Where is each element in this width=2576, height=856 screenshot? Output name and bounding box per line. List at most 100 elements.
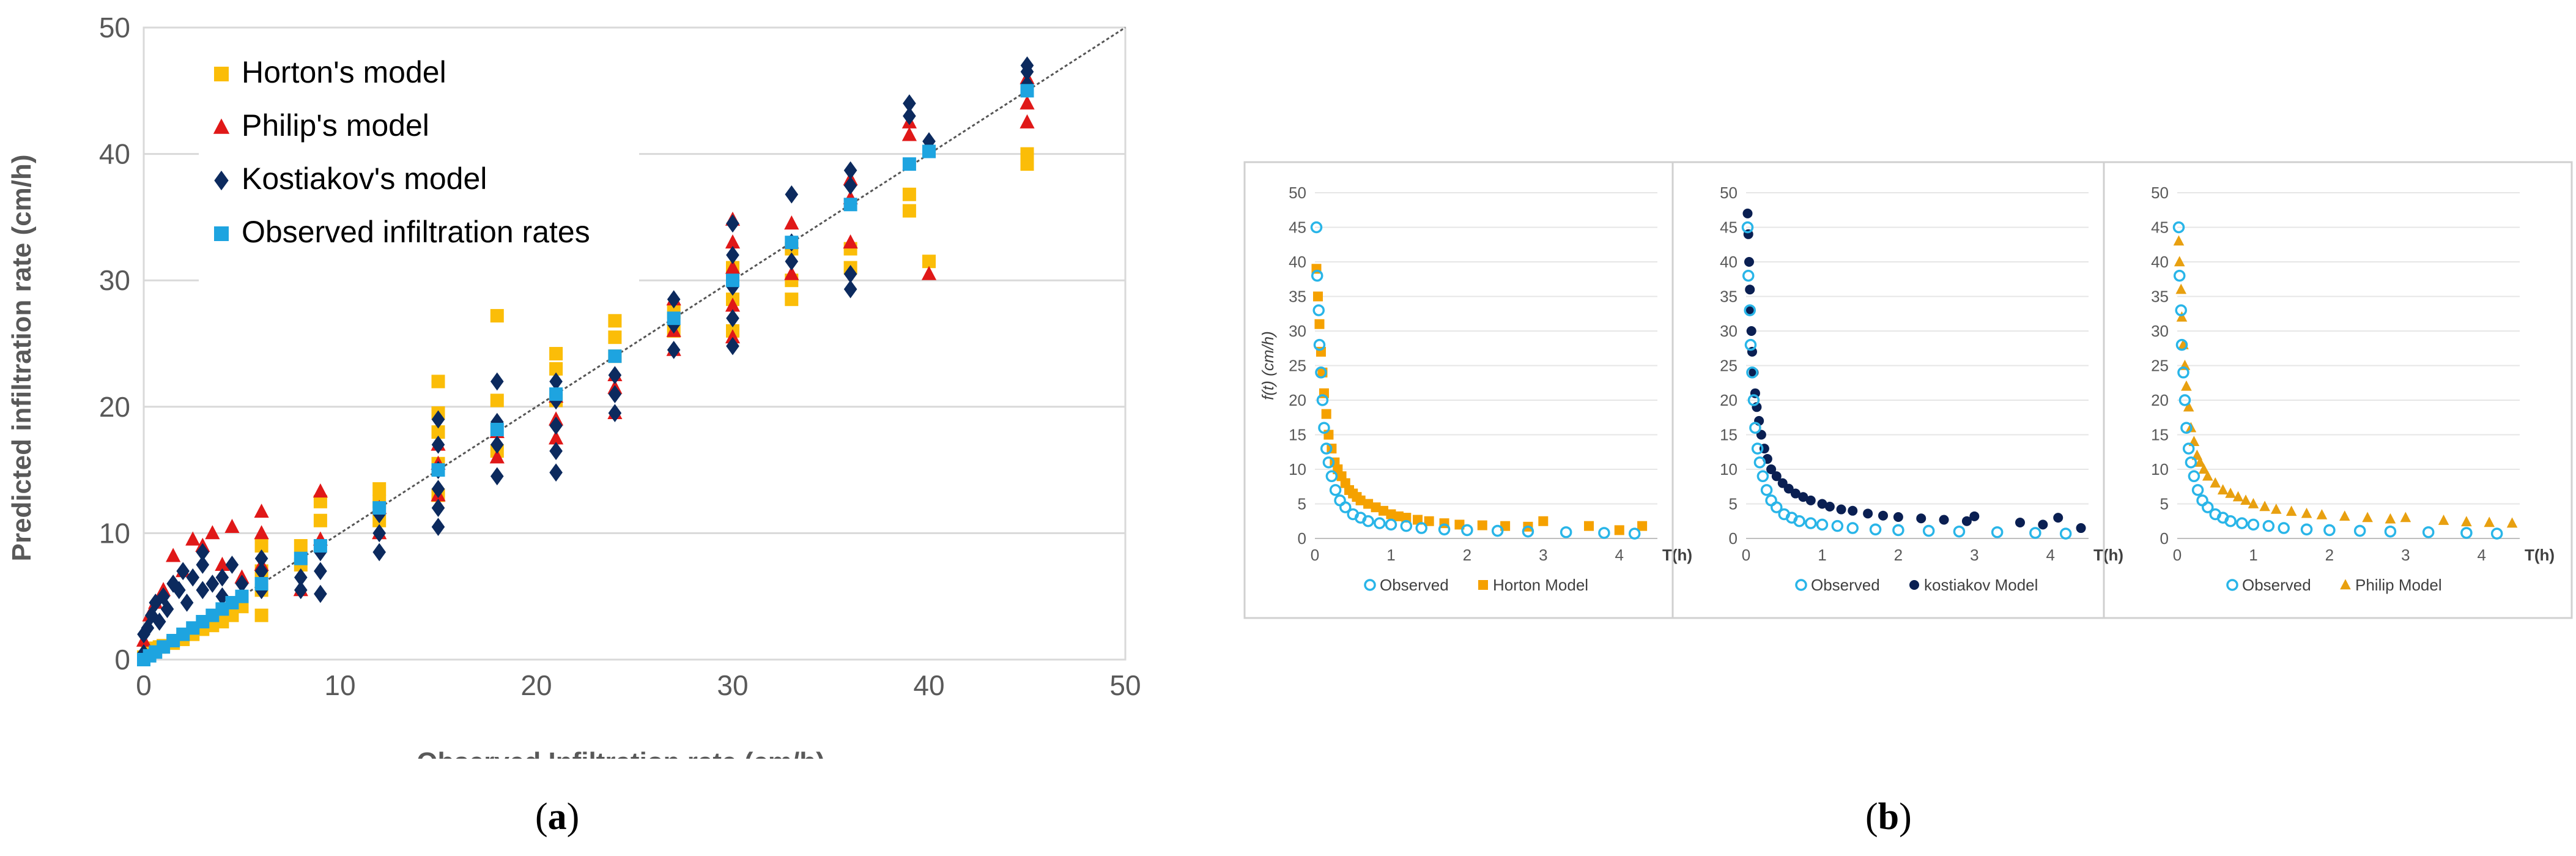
observed_small-point (2224, 515, 2237, 527)
series-observed (137, 84, 1034, 666)
kostiakov_small-point (2015, 518, 2025, 528)
x-tick-label: 2 (1463, 546, 1471, 564)
horton-point (608, 330, 622, 344)
philip-point (549, 430, 564, 445)
y-tick-label: 35 (1289, 288, 1306, 306)
philip_small-point (2217, 484, 2229, 495)
kostiakov_small-point (2076, 523, 2086, 534)
kostiakov-point (549, 463, 563, 482)
series-observed_small (1741, 221, 2072, 540)
horton-point (372, 482, 387, 496)
observed-point (372, 501, 387, 515)
y-tick-label: 15 (1720, 426, 1738, 444)
observed_small-point (1311, 269, 1323, 282)
kostiakov_small-point (1805, 495, 1816, 505)
philip-point (1020, 95, 1035, 110)
horton_small-point (1379, 505, 1388, 516)
kostiakov_small-point (1836, 504, 1846, 515)
y-tick-label: 35 (1720, 288, 1738, 306)
legend-label-kostiakov_small: kostiakov Model (1924, 576, 2038, 594)
kostiakov-point (225, 556, 239, 574)
kostiakov-point (608, 366, 622, 385)
philip_small-point (2339, 510, 2350, 521)
philip_small-point (2194, 456, 2206, 467)
observed_small-point (1322, 456, 1335, 469)
legend-label-observed: Observed infiltration rates (242, 215, 590, 249)
horton_small-point (1393, 511, 1404, 521)
caption-b: (b) (1865, 796, 1912, 838)
observed-point (726, 274, 739, 288)
legend-marker-philip_small (2340, 579, 2351, 590)
x-tick-label: 3 (1970, 546, 1978, 564)
observed_small-point (1760, 484, 1773, 496)
observed_small-point (2177, 367, 2189, 379)
kostiakov_small-point (1893, 512, 1903, 522)
kostiakov-point (166, 575, 180, 593)
observed_small-point (1628, 527, 1641, 540)
y-tick-label: 25 (1720, 357, 1738, 375)
observed_small-point (2202, 501, 2214, 513)
observed_small-point (2180, 422, 2193, 434)
y-tick-label: 0 (1729, 529, 1738, 548)
y-tick-label: 10 (1720, 460, 1738, 478)
philip_small-point (2202, 470, 2213, 481)
observed_small-point (1892, 524, 1904, 537)
y-tick-label: 5 (2160, 495, 2169, 513)
x-tick-label: 30 (717, 669, 748, 701)
horton_small-point (1477, 520, 1487, 530)
y-tick-label: 40 (1289, 253, 1306, 271)
legend-marker-observed_small (1364, 579, 1376, 591)
y-tick-label: 30 (1289, 322, 1306, 340)
observed_small-point (1744, 338, 1757, 351)
observed-point (294, 551, 308, 565)
kostiakov_small-point (1824, 502, 1835, 512)
philip-point (725, 259, 741, 274)
philip_small-point (2175, 283, 2187, 294)
kostiakov_small-point (1939, 515, 1949, 525)
y-tick-label: 10 (1289, 460, 1306, 478)
philip_small-point (2506, 517, 2518, 528)
observed_small-point (1320, 442, 1333, 455)
observed_small-point (2175, 304, 2187, 316)
horton-point (902, 187, 916, 201)
observed_small-point (2185, 456, 2197, 469)
legend-label-observed_small: Observed (1811, 576, 1880, 594)
legend: Horton's model Philip's model Kostiakov's … (199, 49, 639, 281)
horton_small-point (1424, 516, 1434, 526)
observed-point (608, 349, 622, 363)
philip_small-point (2173, 235, 2185, 246)
philip-point (205, 525, 220, 540)
horton_small-point (1413, 515, 1423, 525)
philip_small-point (2285, 505, 2297, 516)
horton-point (608, 314, 622, 328)
x-tick-label: 20 (520, 669, 552, 701)
x-tick-label: 4 (1615, 546, 1624, 564)
y-tick-label: 20 (1720, 391, 1738, 409)
caption-a: (a) (535, 796, 580, 838)
kostiakov-point (843, 280, 857, 299)
y-tick-label: 50 (99, 12, 130, 43)
observed_small-point (1922, 524, 1935, 537)
x-tick-label: 0 (1311, 546, 1319, 564)
observed_small-point (1491, 524, 1504, 537)
kostiakov-point (196, 543, 210, 562)
observed_small-point (1374, 517, 1386, 529)
philip-point (185, 531, 201, 546)
legend-label-observed_small: Observed (2242, 576, 2311, 594)
x-tick-label: 0 (136, 669, 152, 701)
observed_small-point (1869, 523, 1882, 536)
legend-marker-observed_small (2226, 579, 2238, 591)
x-tick-label: 3 (1539, 546, 1547, 564)
kostiakov_small-point (1817, 499, 1827, 509)
observed_small-point (2460, 527, 2473, 539)
philip-point (725, 297, 741, 312)
observed_small-point (1746, 367, 1758, 379)
kostiakov-point (152, 612, 166, 631)
series-observed_small (2172, 221, 2503, 540)
observed-point (1020, 84, 1034, 98)
x-axis-label: T(h) (2093, 546, 2123, 564)
observed_small-point (1362, 515, 1374, 527)
kostiakov-point (785, 185, 799, 204)
kostiakov-point (294, 581, 308, 600)
kostiakov_small-point (1878, 510, 1888, 521)
